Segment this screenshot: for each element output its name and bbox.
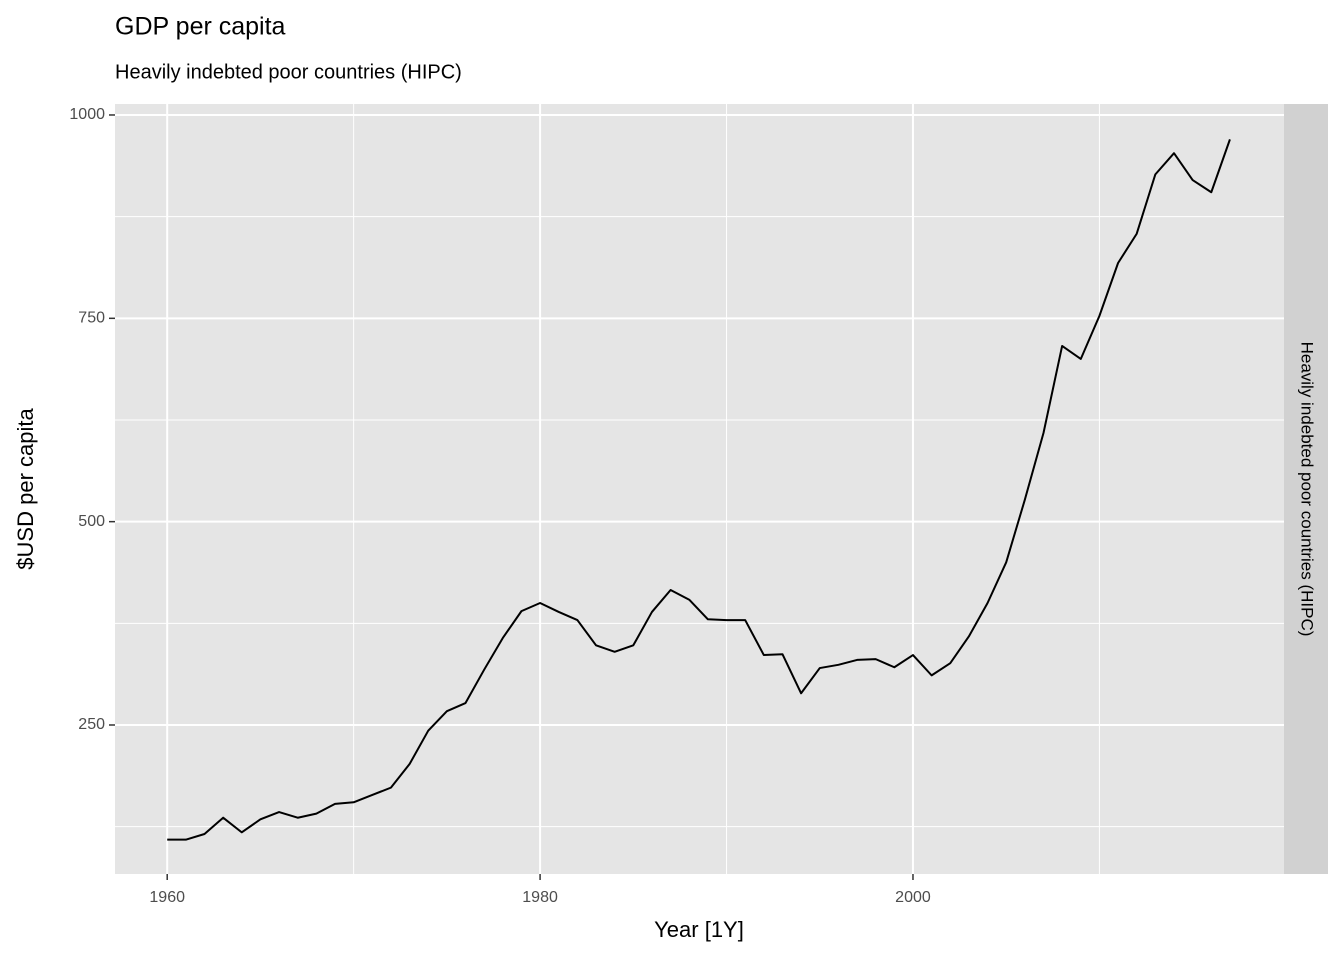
y-axis-title: $USD per capita: [13, 408, 38, 570]
plot-panel: [115, 104, 1284, 874]
y-tick-label: 500: [78, 513, 105, 530]
x-tick-label: 1960: [149, 889, 185, 906]
line: [167, 139, 1231, 841]
facet-strip: [1284, 104, 1328, 874]
chart-title: GDP per capita: [115, 13, 286, 41]
x-tick-label: 1980: [522, 889, 558, 906]
chart-subtitle: Heavily indebted poor countries (HIPC): [115, 61, 462, 83]
x-tick-label: 2000: [895, 889, 931, 906]
x-axis-title: Year [1Y]: [654, 917, 744, 942]
facet-label: Heavily indebted poor countries (HIPC): [1298, 342, 1317, 637]
y-tick-label: 250: [78, 716, 105, 733]
y-tick-label: 750: [78, 310, 105, 327]
y-tick-label: 1000: [69, 106, 105, 123]
